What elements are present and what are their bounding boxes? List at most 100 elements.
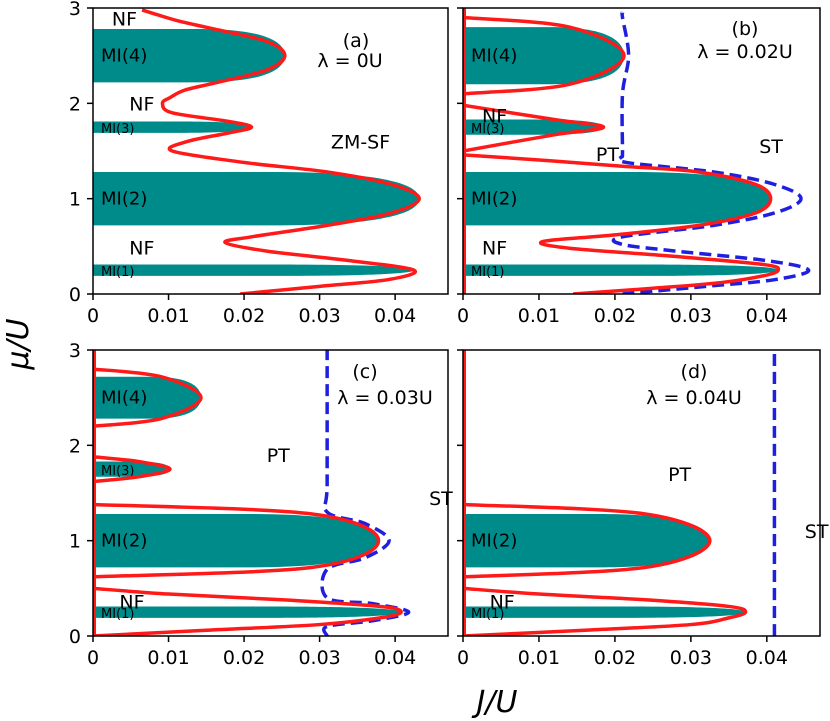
y-tick-label: 2 [69, 93, 81, 115]
plot-area: MI(1) MI(2) [463, 350, 777, 636]
x-tick-label: 0.01 [518, 647, 560, 669]
sf-boundary-line [463, 153, 781, 294]
y-axis-label: μ/U [1, 318, 36, 370]
x-tick-label: 0.02 [223, 305, 265, 327]
mott-lobe-label: MI(2) [471, 189, 517, 210]
panel-0: MI(1) MI(2) MI(3) MI(4) NF NF NF ZM-SF 0 0.01 0.02… [69, 0, 449, 327]
x-tick-label: 0.04 [746, 647, 788, 669]
lambda-label: λ = 0.02U [697, 41, 792, 63]
mott-lobe-label: MI(1) [101, 607, 134, 622]
sf-boundary-lobe-0 [463, 103, 606, 153]
phase-annotation: NF [119, 592, 144, 614]
phase-annotation: NF [482, 106, 507, 128]
phase-annotation: PT [267, 445, 290, 467]
phase-annotation: PT [668, 464, 691, 486]
lambda-label: λ = 0.04U [646, 387, 741, 409]
lambda-label: λ = 0.03U [337, 387, 432, 409]
y-tick-label: 3 [69, 340, 81, 362]
mott-lobe-3 [93, 376, 202, 419]
phase-annotation: ST [429, 488, 453, 510]
x-tick-label: 0.03 [298, 305, 340, 327]
x-tick-label: 0 [87, 647, 99, 669]
plot-area: MI(1) MI(2) MI(3) MI(4) [93, 8, 422, 294]
x-tick-label: 0.04 [374, 305, 416, 327]
x-tick-label: 0.02 [223, 647, 265, 669]
x-tick-label: 0.04 [746, 305, 788, 327]
y-tick-label: 0 [69, 284, 81, 306]
sf-boundary-lobe-1 [463, 15, 626, 96]
phase-annotation: ST [805, 521, 829, 543]
x-tick-label: 0.03 [670, 305, 712, 327]
mott-lobe-3 [463, 27, 625, 85]
mott-lobe-0 [93, 606, 402, 618]
phase-annotation: NF [112, 8, 137, 30]
mott-lobe-label: MI(4) [471, 46, 517, 67]
mott-lobe-label: MI(1) [471, 607, 504, 622]
panel-label: (d) [681, 361, 708, 383]
y-tick-label: 0 [69, 626, 81, 648]
x-tick-label: 0.03 [670, 647, 712, 669]
phase-annotation: NF [129, 237, 154, 259]
sf-boundary-line [93, 586, 403, 636]
mott-lobe-label: MI(4) [101, 46, 147, 67]
panel-1: MI(1) MI(2) MI(3) MI(4) NF NF PT ST 0 0.01 0.02 0.0… [457, 7, 821, 327]
x-tick-label: 0.02 [594, 647, 636, 669]
mott-lobe-label: MI(3) [101, 122, 134, 137]
mott-lobe-0 [93, 264, 415, 276]
mott-lobe-0 [463, 264, 779, 276]
mott-lobe-1 [93, 513, 379, 568]
panel-2: MI(1) MI(2) MI(3) MI(4) NF PT ST 0 0.01 0.02 0.03 0… [69, 340, 453, 669]
phase-annotation: NF [490, 592, 515, 614]
axes-frame [462, 349, 821, 637]
x-tick-label: 0.01 [518, 305, 560, 327]
sf-boundary-lobe-1 [93, 455, 172, 484]
x-tick-label: 0.03 [298, 647, 340, 669]
y-tick-label: 3 [69, 0, 81, 20]
sf-boundary-line [141, 8, 422, 294]
plot-area: MI(1) MI(2) MI(3) MI(4) [463, 8, 811, 294]
phase-annotation: ST [759, 136, 783, 158]
st-boundary-line [611, 10, 811, 294]
x-tick-label: 0.01 [147, 305, 189, 327]
axes-frame [462, 7, 821, 295]
mott-lobe-3 [93, 28, 285, 83]
mott-lobe-label: MI(4) [101, 388, 147, 409]
axes-frame [92, 349, 449, 637]
plot-area: MI(1) MI(2) MI(3) MI(4) [93, 350, 411, 636]
x-tick-label: 0.02 [594, 305, 636, 327]
mott-lobe-0 [463, 606, 746, 618]
phase-annotation: NF [482, 237, 507, 259]
mott-lobe-label: MI(2) [101, 189, 147, 210]
mott-lobe-label: MI(2) [101, 531, 147, 552]
mott-lobe-label: MI(2) [471, 531, 517, 552]
panel-3: MI(1) MI(2) NF PT ST 0 0.01 0.02 0.03 0.04 (d) λ = … [457, 349, 829, 669]
sf-boundary-lobe-0 [463, 502, 712, 579]
x-tick-label: 0.04 [374, 647, 416, 669]
x-tick-label: 0 [87, 305, 99, 327]
mott-lobe-label: MI(1) [471, 265, 504, 280]
phase-annotation: PT [596, 144, 619, 166]
mott-lobe-1 [463, 171, 771, 226]
panel-label: (a) [343, 30, 369, 52]
y-tick-label: 2 [69, 435, 81, 457]
lambda-label: λ = 0U [317, 50, 382, 72]
sf-boundary-lobe-2 [93, 367, 203, 429]
panels: MI(1) MI(2) MI(3) MI(4) NF NF NF ZM-SF 0 0.01 0.02… [69, 0, 829, 669]
y-tick-label: 1 [69, 189, 81, 211]
x-tick-label: 0 [457, 647, 469, 669]
mott-lobe-label: MI(1) [101, 265, 134, 280]
x-axis-label: J/U [472, 685, 518, 720]
panel-label: (c) [352, 361, 377, 383]
x-tick-label: 0.01 [147, 647, 189, 669]
axes-frame [92, 7, 449, 295]
x-tick-label: 0 [457, 305, 469, 327]
mott-lobe-2 [93, 121, 252, 133]
mott-lobe-label: MI(3) [471, 122, 504, 137]
phase-annotation: ZM-SF [331, 131, 390, 153]
panel-label: (b) [732, 18, 759, 40]
mott-lobe-label: MI(3) [101, 464, 134, 479]
sf-boundary-line [463, 586, 748, 636]
sf-boundary-lobe-0 [93, 502, 381, 579]
mott-lobe-1 [93, 171, 420, 226]
